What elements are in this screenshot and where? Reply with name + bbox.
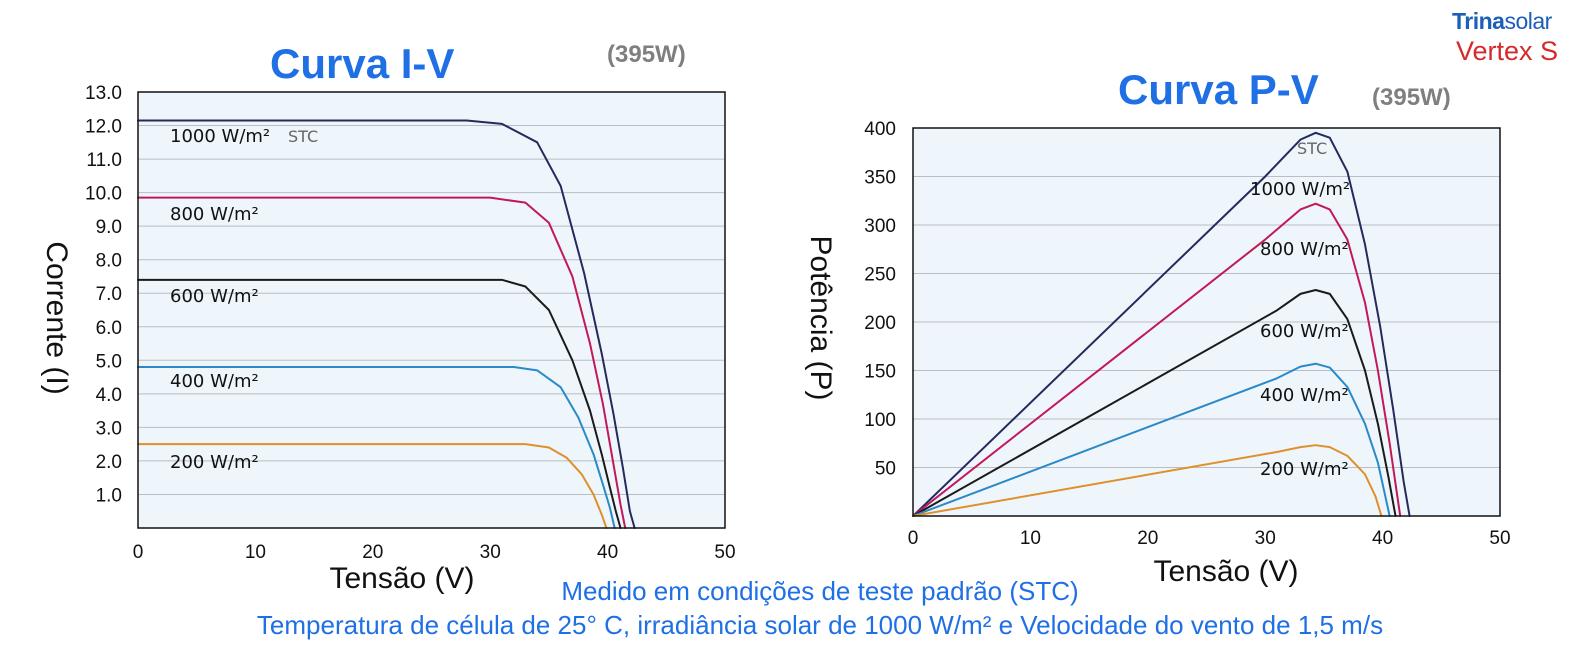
iv-series-line (137, 119, 636, 529)
pv-chart-title: Curva P-V (1118, 66, 1319, 113)
iv-chart-title: Curva I-V (270, 40, 455, 87)
iv-series-line (137, 278, 622, 529)
iv-ytick-label: 7.0 (96, 284, 122, 305)
pv-series-line (912, 131, 1411, 517)
iv-series-line (137, 443, 608, 529)
pv-series-label: 800 W/m² (1260, 239, 1349, 260)
iv-ytick-label: 12.0 (85, 117, 122, 138)
iv-xtick-label: 30 (480, 542, 501, 563)
pv-series-label: 600 W/m² (1260, 321, 1349, 342)
pv-series-line (912, 202, 1402, 517)
iv-series-label: 400 W/m² (170, 371, 259, 392)
iv-ytick-label: 9.0 (96, 217, 122, 238)
iv-ytick-label: 2.0 (96, 452, 122, 473)
pv-series-label: 1000 W/m² (1250, 179, 1350, 200)
pv-xtick-label: 30 (1255, 528, 1276, 549)
pv-series-line (912, 444, 1383, 517)
pv-ytick-label: 350 (864, 168, 896, 189)
pv-series-label: 200 W/m² (1260, 459, 1349, 480)
pv-series-line (912, 288, 1397, 517)
iv-series-line (137, 366, 616, 529)
iv-ytick-label: 1.0 (96, 485, 122, 506)
iv-ytick-label: 5.0 (96, 351, 122, 372)
pv-ytick-label: 250 (864, 265, 896, 286)
iv-ytick-label: 6.0 (96, 318, 122, 339)
iv-xtick-label: 50 (714, 542, 735, 563)
iv-chart-xlabel: Tensão (V) (329, 562, 475, 595)
pv-ytick-label: 50 (875, 459, 896, 480)
pv-ytick-label: 200 (864, 313, 896, 334)
iv-ytick-label: 8.0 (96, 251, 122, 272)
iv-chart-power-tag: (395W) (607, 41, 686, 68)
pv-xtick-label: 50 (1489, 528, 1510, 549)
pv-ytick-label: 300 (864, 216, 896, 237)
pv-xtick-label: 10 (1020, 528, 1041, 549)
conditions-note: Temperatura de célula de 25° C, irradiân… (256, 610, 1384, 640)
iv-xtick-label: 20 (362, 542, 383, 563)
iv-ytick-label: 10.0 (85, 184, 122, 205)
pv-series-label: 400 W/m² (1260, 385, 1349, 406)
pv-stc-label: STC (1297, 139, 1327, 158)
iv-stc-label: STC (288, 127, 318, 146)
iv-xtick-label: 10 (245, 542, 266, 563)
iv-series-label: 800 W/m² (170, 204, 259, 225)
pv-xtick-label: 20 (1137, 528, 1158, 549)
vertex-s-logo: Vertex S (1456, 36, 1559, 66)
iv-ytick-label: 4.0 (96, 385, 122, 406)
iv-plot-frame (137, 91, 726, 529)
iv-series-label: 1000 W/m² (170, 126, 270, 147)
iv-ytick-label: 11.0 (86, 150, 122, 171)
iv-xtick-label: 40 (597, 542, 618, 563)
pv-ytick-label: 150 (864, 362, 896, 383)
iv-series-line (137, 196, 627, 529)
iv-xtick-label: 0 (133, 542, 144, 563)
pv-chart-power-tag: (395W) (1372, 84, 1451, 111)
iv-series-label: 600 W/m² (170, 286, 259, 307)
pv-ytick-label: 100 (864, 410, 896, 431)
pv-ytick-label: 400 (864, 119, 896, 140)
iv-plot-area (138, 92, 725, 528)
pv-plot-frame (912, 127, 1501, 517)
pv-xtick-label: 0 (908, 528, 919, 549)
iv-ytick-label: 3.0 (96, 418, 122, 439)
pv-chart-xlabel: Tensão (V) (1153, 555, 1299, 588)
iv-ytick-label: 13.0 (85, 83, 122, 104)
stc-note: Medido em condições de teste padrão (STC… (561, 576, 1079, 606)
pv-series-line (912, 362, 1391, 517)
iv-series-label: 200 W/m² (170, 452, 259, 473)
trina-solar-logo: Trinasolar (1452, 8, 1552, 34)
pv-xtick-label: 40 (1372, 528, 1393, 549)
